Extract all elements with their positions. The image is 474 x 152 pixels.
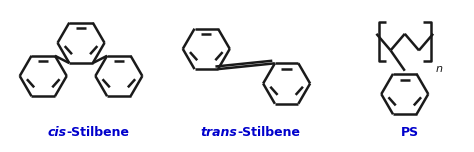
Text: n: n	[436, 64, 443, 74]
Text: PS: PS	[401, 126, 419, 139]
Text: trans: trans	[200, 126, 237, 139]
Text: cis: cis	[48, 126, 67, 139]
Text: -Stilbene: -Stilbene	[67, 126, 130, 139]
Text: -Stilbene: -Stilbene	[237, 126, 300, 139]
